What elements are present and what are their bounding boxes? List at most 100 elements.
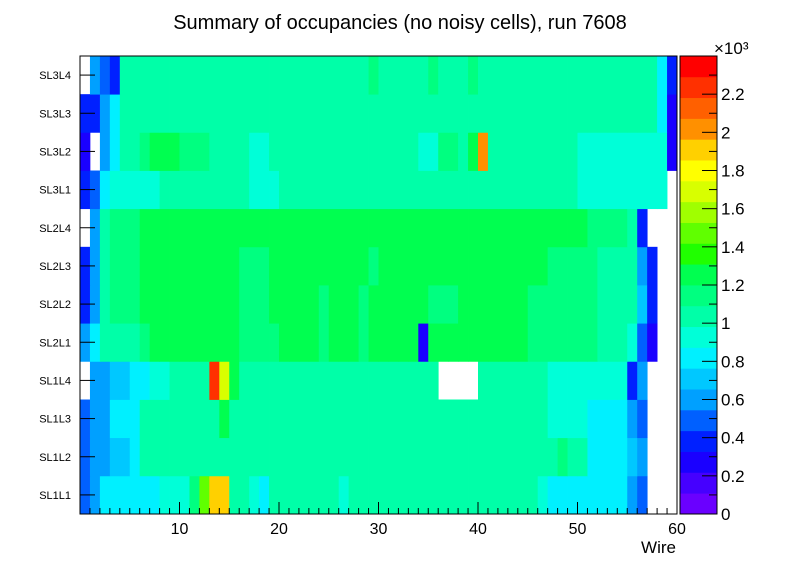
heatmap-cell: [229, 56, 240, 95]
heatmap-cell: [667, 56, 678, 95]
heatmap-cell: [229, 246, 240, 286]
heatmap-cell: [119, 361, 131, 400]
heatmap-cell: [487, 285, 499, 324]
palette-swatch: [680, 305, 717, 328]
heatmap-cell: [587, 361, 598, 400]
heatmap-cell: [557, 323, 568, 362]
heatmap-cell: [279, 475, 290, 515]
heatmap-cell: [418, 56, 429, 95]
heatmap-cell: [478, 323, 489, 362]
heatmap-cell: [398, 399, 409, 439]
heatmap-cell: [487, 170, 499, 210]
heatmap-cell: [109, 323, 121, 362]
heatmap-cell: [478, 94, 489, 133]
palette-swatch: [680, 118, 717, 140]
heatmap-cell: [597, 285, 608, 324]
heatmap-cell: [129, 323, 141, 362]
heatmap-cell: [229, 437, 240, 477]
heatmap-cell: [418, 361, 429, 400]
heatmap-cell: [368, 208, 379, 248]
heatmap-cell: [149, 170, 160, 210]
heatmap-cell: [458, 475, 469, 515]
heatmap-cell: [169, 170, 180, 210]
heatmap-cell: [288, 94, 300, 133]
heatmap-cell: [428, 246, 439, 286]
heatmap-cell: [587, 399, 598, 439]
heatmap-cell: [159, 56, 170, 95]
heatmap-cell: [199, 361, 210, 400]
heatmap-cell: [99, 208, 111, 248]
heatmap-cell: [89, 437, 101, 477]
heatmap-cell: [199, 475, 210, 515]
heatmap-cell: [478, 399, 489, 439]
heatmap-cell: [497, 246, 509, 286]
heatmap-cell: [119, 475, 131, 515]
heatmap-cell: [358, 56, 369, 95]
heatmap-cell: [607, 399, 618, 439]
y-tick-label: SL1L4: [39, 375, 71, 387]
chart-title: Summary of occupancies (no noisy cells),…: [173, 12, 627, 34]
heatmap-cell: [318, 361, 330, 400]
heatmap-cell: [478, 285, 489, 324]
heatmap-cell: [398, 323, 409, 362]
heatmap-cell: [169, 285, 180, 324]
heatmap-cell: [418, 285, 429, 324]
heatmap-cell: [169, 399, 180, 439]
y-tick-label: SL1L2: [39, 452, 71, 464]
heatmap-cell: [119, 208, 131, 248]
heatmap-cell: [259, 56, 270, 95]
heatmap-cell: [408, 94, 419, 133]
heatmap-cell: [507, 323, 519, 362]
heatmap-cell: [279, 56, 290, 95]
heatmap-cell: [119, 246, 131, 286]
heatmap-cell: [308, 361, 320, 400]
heatmap-cell: [328, 94, 340, 133]
heatmap-cell: [527, 208, 539, 248]
heatmap-cell: [577, 208, 588, 248]
heatmap-cell: [647, 285, 658, 324]
heatmap-cell: [577, 170, 588, 210]
palette-tick-label: 1.6: [721, 200, 745, 219]
heatmap-cell: [587, 132, 598, 171]
heatmap-cell: [318, 323, 330, 362]
heatmap-cell: [597, 132, 608, 171]
heatmap-cell: [398, 208, 409, 248]
heatmap-cell: [119, 56, 131, 95]
heatmap-cell: [368, 170, 379, 210]
heatmap-cell: [398, 132, 409, 171]
heatmap-cell: [567, 56, 578, 95]
heatmap-cell: [358, 285, 369, 324]
heatmap-cell: [527, 323, 539, 362]
heatmap-cell: [239, 94, 250, 133]
heatmap-cell: [358, 208, 369, 248]
heatmap-cell: [458, 170, 469, 210]
heatmap-cell: [159, 246, 170, 286]
heatmap-cell: [507, 94, 519, 133]
heatmap-cell: [209, 399, 220, 439]
palette-swatch: [680, 76, 717, 99]
heatmap-cell: [328, 208, 340, 248]
heatmap-cell: [607, 246, 618, 286]
heatmap-cell: [507, 170, 519, 210]
heatmap-cell: [209, 56, 220, 95]
heatmap-cell: [179, 437, 190, 477]
heatmap-cell: [507, 132, 519, 171]
heatmap-cell: [189, 208, 200, 248]
palette-swatch: [680, 430, 717, 452]
heatmap-cell: [288, 399, 300, 439]
heatmap-cell: [497, 361, 509, 400]
heatmap-cell: [567, 437, 578, 477]
heatmap-cell: [587, 170, 598, 210]
heatmap-cell: [318, 246, 330, 286]
heatmap-cell: [249, 475, 260, 515]
heatmap-cell: [418, 323, 429, 362]
heatmap-cell: [507, 437, 519, 477]
heatmap-cell: [308, 246, 320, 286]
heatmap-cell: [288, 437, 300, 477]
heatmap-cell: [229, 132, 240, 171]
heatmap-cell: [667, 94, 678, 133]
heatmap-cell: [149, 475, 160, 515]
palette-exponent-label: ×10³: [714, 39, 749, 58]
heatmap-cell: [109, 170, 121, 210]
